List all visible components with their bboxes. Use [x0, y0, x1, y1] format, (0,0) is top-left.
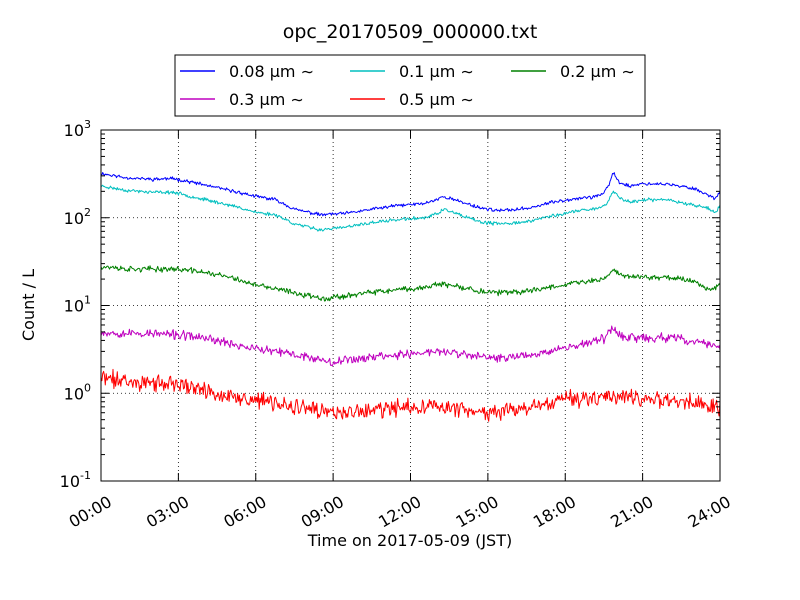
legend-label-5: 0.5 μm ∼: [399, 90, 474, 109]
legend: 0.08 μm ∼ 0.1 μm ∼ 0.2 μm ∼ 0.3 μm ∼ 0.5 μm …: [174, 54, 646, 117]
y-axis-label: Count / L: [19, 269, 38, 341]
series-line-2: [101, 184, 720, 232]
chart-title: opc_20170509_000000.txt: [283, 21, 538, 43]
legend-label-3: 0.2 μm ∼: [560, 62, 635, 81]
legend-box: [174, 54, 646, 117]
series-line-1: [101, 172, 720, 217]
series-line-4: [101, 325, 720, 367]
legend-label-1: 0.08 μm ∼: [229, 62, 314, 81]
x-axis-label: Time on 2017-05-09 (JST): [307, 531, 512, 550]
legend-label-4: 0.3 μm ∼: [229, 90, 304, 109]
series-line-5: [101, 368, 720, 422]
legend-label-2: 0.1 μm ∼: [399, 62, 474, 81]
series-group: [101, 172, 720, 422]
series-line-3: [101, 265, 720, 302]
